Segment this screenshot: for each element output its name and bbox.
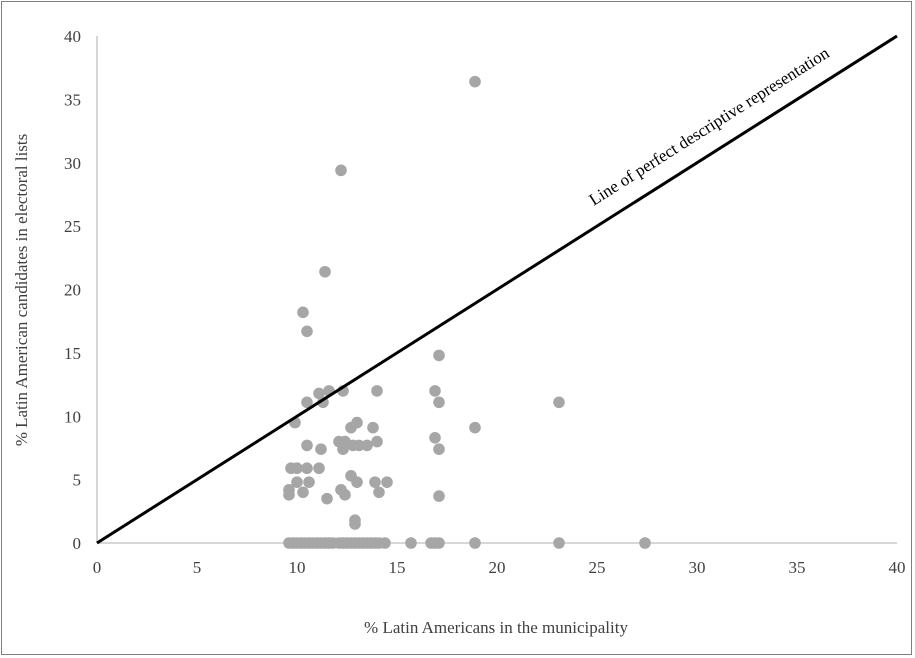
data-point — [469, 537, 481, 549]
data-point — [405, 537, 417, 549]
data-point — [339, 489, 351, 501]
x-tick-label: 30 — [689, 558, 706, 577]
data-point — [433, 490, 445, 502]
data-point — [553, 537, 565, 549]
data-point — [313, 387, 325, 400]
data-point — [301, 439, 313, 452]
data-point — [313, 462, 325, 475]
y-axis-title: % Latin American candidates in electoral… — [12, 134, 31, 447]
data-point — [369, 476, 381, 488]
data-point — [315, 443, 327, 456]
y-tick-label: 15 — [64, 344, 81, 363]
data-point — [283, 489, 295, 501]
x-axis-title: % Latin Americans in the municipality — [364, 618, 628, 637]
x-tick-label: 5 — [193, 558, 202, 577]
reference-line — [96, 34, 898, 545]
y-tick-label: 35 — [64, 90, 81, 109]
data-point — [297, 306, 309, 319]
data-point — [429, 431, 441, 444]
data-point — [349, 518, 361, 530]
data-point — [297, 486, 309, 499]
data-point — [429, 385, 441, 397]
data-point — [371, 435, 383, 448]
data-point — [351, 476, 363, 488]
data-point — [433, 443, 445, 456]
data-point — [381, 476, 393, 488]
x-tick-label: 35 — [789, 558, 806, 577]
data-point — [291, 476, 303, 488]
axes — [96, 36, 897, 544]
data-point — [553, 396, 565, 409]
data-point — [469, 75, 481, 88]
x-tick-label: 0 — [93, 558, 102, 577]
x-tick-label: 15 — [389, 558, 406, 577]
data-point — [433, 537, 445, 549]
y-tick-label: 0 — [73, 534, 82, 553]
data-point — [373, 486, 385, 499]
data-point — [351, 416, 363, 429]
reference-line-label: Line of perfect descriptive representati… — [586, 43, 833, 209]
data-point — [301, 396, 313, 409]
data-point — [301, 325, 313, 338]
data-point — [367, 421, 379, 434]
data-point — [379, 537, 391, 549]
data-point — [469, 421, 481, 434]
data-point — [303, 476, 315, 488]
data-point — [433, 396, 445, 409]
x-tick-label: 25 — [589, 558, 606, 577]
data-point — [337, 443, 349, 456]
y-tick-labels: 0 5 10 15 20 25 30 35 40 — [64, 27, 81, 553]
data-point — [321, 492, 333, 505]
data-point — [353, 439, 365, 452]
y-tick-label: 20 — [64, 281, 81, 300]
y-tick-label: 30 — [64, 154, 81, 173]
data-point — [433, 349, 445, 362]
data-points — [283, 75, 651, 549]
x-tick-label: 10 — [289, 558, 306, 577]
y-tick-label: 25 — [64, 217, 81, 236]
data-point — [361, 439, 373, 452]
y-tick-label: 5 — [73, 471, 82, 490]
data-point — [371, 385, 383, 397]
data-point — [319, 265, 331, 278]
x-tick-labels: 0 5 10 15 20 25 30 35 40 — [93, 558, 906, 577]
data-point — [301, 462, 313, 475]
data-point — [639, 537, 651, 549]
x-tick-label: 40 — [889, 558, 906, 577]
y-tick-label: 10 — [64, 407, 81, 426]
data-point — [335, 164, 347, 177]
data-point — [291, 462, 303, 475]
x-tick-label: 20 — [489, 558, 506, 577]
y-tick-label: 40 — [64, 27, 81, 46]
